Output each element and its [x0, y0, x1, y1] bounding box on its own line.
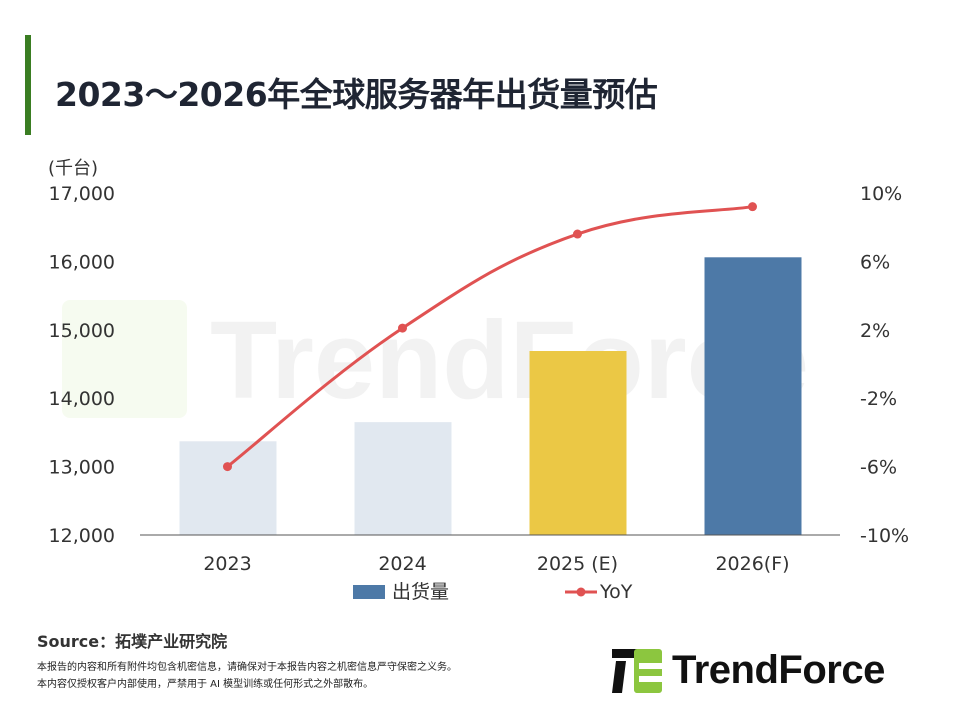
yoy-point-2025 (E) — [573, 229, 582, 239]
legend-label-yoy: YoY — [599, 581, 633, 603]
yoy-point-2026(F) — [748, 202, 757, 212]
x-tick-label: 2025 (E) — [537, 553, 618, 575]
yoy-point-2023 — [223, 462, 232, 472]
trendforce-logo: TrendForce — [612, 648, 885, 693]
y-right-tick-label: 2% — [860, 320, 890, 342]
y-left-tick-label: 13,000 — [49, 457, 115, 479]
y-right-tick-label: 10% — [860, 183, 902, 205]
x-tick-label: 2026(F) — [715, 553, 789, 575]
y-right-tick-label: -2% — [860, 388, 897, 410]
y-right-tick-label: -6% — [860, 457, 897, 479]
y-left-tick-label: 16,000 — [49, 251, 115, 273]
title-accent-bar — [25, 35, 31, 135]
usage-note: 本内容仅授权客户内部使用，严禁用于 AI 模型训练或任何形式之外部散布。 — [37, 679, 374, 690]
y-left-tick-label: 15,000 — [49, 320, 115, 342]
bar-2024 — [354, 422, 452, 535]
bar-2023 — [179, 441, 277, 535]
confidentiality-note: 本报告的内容和所有附件均包含机密信息，请确保对于本报告内容之机密信息严守保密之义… — [37, 662, 457, 673]
legend-swatch-shipments — [353, 585, 385, 599]
bar-2026(F) — [704, 257, 802, 535]
y-left-tick-label: 12,000 — [49, 525, 115, 547]
source-label: Source：拓墣产业研究院 — [37, 632, 228, 651]
yoy-line — [226, 205, 753, 468]
watermark-logo — [62, 300, 187, 418]
x-tick-label: 2023 — [203, 553, 251, 575]
yoy-point-2024 — [398, 323, 407, 333]
page-title: 2023～2026年全球服务器年出货量预估 — [55, 75, 658, 114]
bar-2025 (E) — [529, 351, 627, 535]
legend-label-shipments: 出货量 — [392, 581, 449, 603]
legend-marker-yoy — [576, 587, 586, 597]
y-right-tick-label: 6% — [860, 251, 890, 273]
x-tick-label: 2024 — [378, 553, 426, 575]
y-right-tick-label: -10% — [860, 525, 909, 547]
y-left-tick-label: 14,000 — [49, 388, 115, 410]
chart: TrendForce(千台)12,00013,00014,00015,00016… — [48, 158, 909, 603]
y-unit-label: (千台) — [48, 158, 98, 179]
y-left-tick-label: 17,000 — [49, 183, 115, 205]
